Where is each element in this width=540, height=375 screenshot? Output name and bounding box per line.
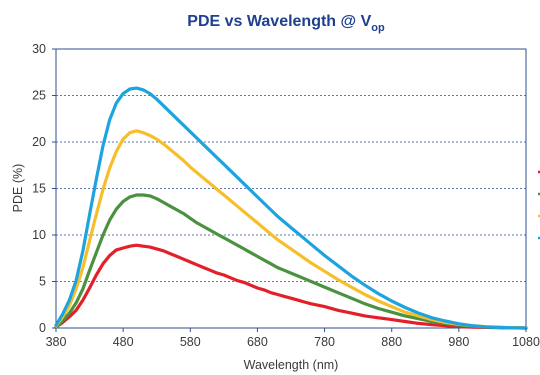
x-tick-label-7: 1080 <box>512 335 540 349</box>
chart-title: PDE vs Wavelength @ Vop <box>187 13 385 34</box>
y-axis-title: PDE (%) <box>11 164 25 213</box>
chart-title-subscript: op <box>371 22 385 34</box>
y-tick-label-6: 30 <box>32 42 46 56</box>
legend <box>538 170 540 240</box>
x-tick-label-6: 980 <box>448 335 469 349</box>
x-tick-labels: 380 480 580 680 780 880 980 1080 <box>46 328 540 349</box>
y-tick-labels: 0 5 10 15 20 25 30 <box>32 42 56 335</box>
x-axis-title: Wavelength (nm) <box>244 358 339 372</box>
series-layer <box>54 86 528 330</box>
x-tick-label-2: 580 <box>180 335 201 349</box>
x-tick-label-1: 480 <box>113 335 134 349</box>
y-tick-label-1: 5 <box>39 275 46 289</box>
series-line-1 <box>54 193 528 330</box>
y-tick-label-2: 10 <box>32 228 46 242</box>
series-line-3 <box>54 86 528 330</box>
y-tick-label-3: 15 <box>32 182 46 196</box>
series-line-2 <box>54 129 528 330</box>
grid-layer <box>56 95 526 282</box>
chart-title-main: PDE vs Wavelength @ V <box>187 13 371 30</box>
series-line-0 <box>54 243 528 330</box>
x-tick-label-4: 780 <box>314 335 335 349</box>
y-tick-label-4: 20 <box>32 135 46 149</box>
x-tick-label-5: 880 <box>381 335 402 349</box>
y-tick-label-5: 25 <box>32 89 46 103</box>
x-tick-label-3: 680 <box>247 335 268 349</box>
x-tick-label-0: 380 <box>46 335 67 349</box>
y-tick-label-0: 0 <box>39 321 46 335</box>
